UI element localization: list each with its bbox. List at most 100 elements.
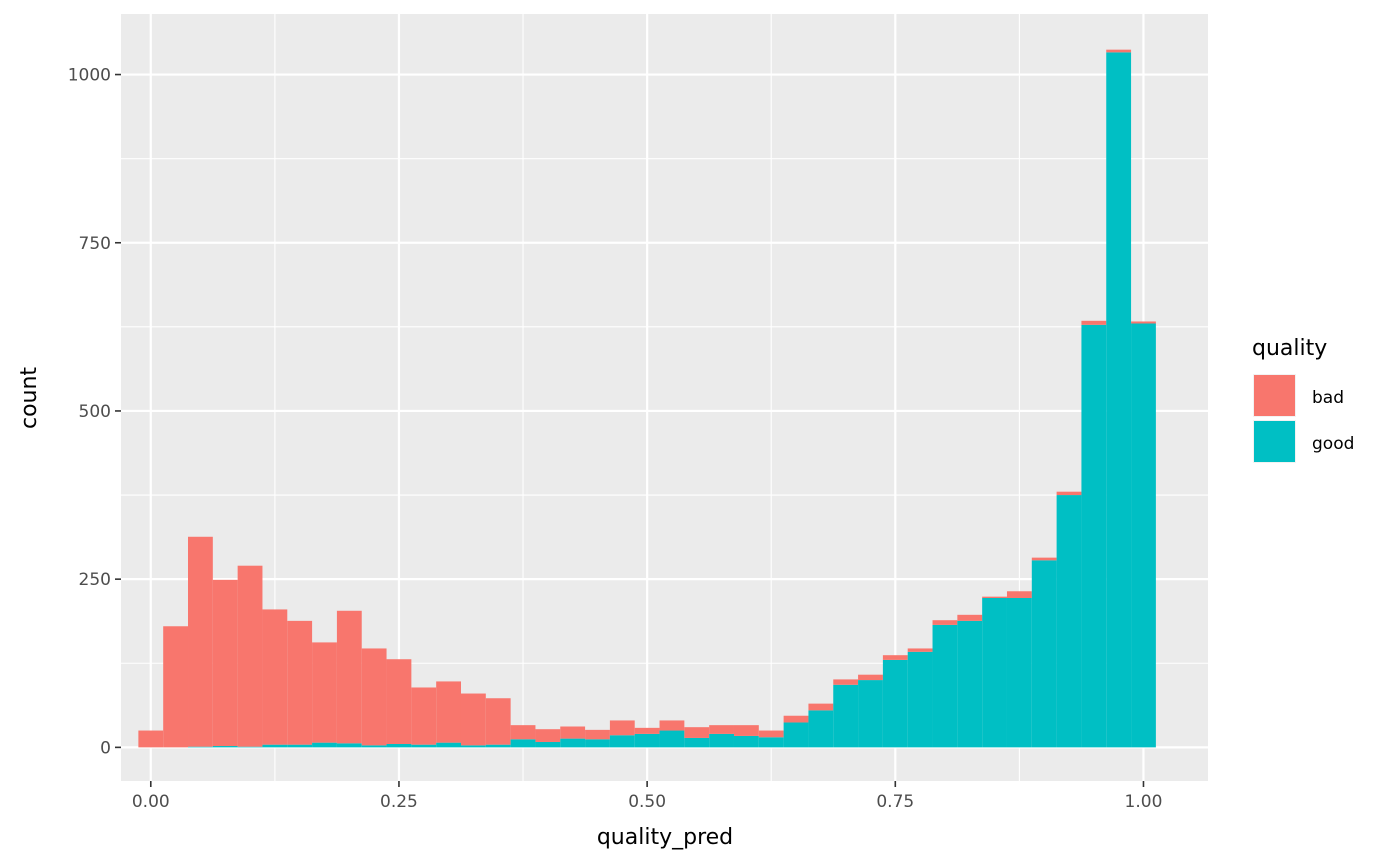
bar-good [609, 735, 635, 748]
bar-bad [361, 648, 387, 746]
y-axis-title: count [17, 367, 42, 429]
bar-good [485, 744, 511, 748]
bar-good [411, 744, 437, 748]
bar-good [460, 745, 486, 748]
bar-bad [336, 610, 362, 744]
legend: quality bad good [1252, 336, 1354, 463]
bar-bad [1006, 591, 1032, 598]
bar-bad [560, 726, 586, 739]
bar-bad [411, 687, 437, 745]
bar-good [858, 680, 883, 748]
bar-bad [436, 681, 461, 743]
bar-good [1106, 52, 1132, 748]
legend-key-bad [1254, 375, 1295, 416]
bar-good [287, 744, 313, 748]
bar-bad [535, 729, 561, 742]
bar-good [1131, 323, 1156, 748]
bar-good [932, 624, 958, 748]
legend-key-good [1254, 421, 1295, 462]
bar-good [535, 741, 561, 748]
bar-good [833, 684, 859, 748]
y-tick-label: 1000 [68, 66, 111, 86]
legend-title: quality [1252, 336, 1327, 361]
bar-good [907, 651, 933, 748]
bar-bad [262, 609, 288, 745]
bar-good [808, 710, 834, 748]
bar-good [560, 738, 586, 748]
bar-good [585, 739, 610, 748]
minor-gridlines [121, 14, 1208, 781]
bar-good [882, 659, 908, 748]
bar-good [336, 743, 362, 748]
x-axis-title: quality_pred [597, 825, 733, 850]
bar-bad [312, 642, 337, 743]
y-tick-label: 500 [79, 402, 111, 422]
bar-bad [237, 565, 263, 747]
bar-good [510, 739, 536, 748]
bar-bad [783, 715, 809, 723]
bar-bad [460, 693, 486, 746]
x-axis-tick-labels: 0.00 0.25 0.50 0.75 1.00 [132, 792, 1163, 812]
bar-bad [808, 703, 834, 711]
bar-bad [510, 725, 536, 740]
bar-good [957, 620, 983, 748]
bar-good [1081, 324, 1107, 748]
y-tick-label: 750 [79, 234, 111, 254]
bar-bad [287, 620, 313, 745]
bar-bad [684, 727, 710, 738]
bar-bad [485, 698, 511, 745]
bar-good [436, 742, 461, 748]
bar-good [312, 742, 337, 748]
bar-bad [932, 620, 958, 625]
bar-bad [163, 626, 189, 748]
bar-good [212, 746, 238, 748]
x-tick-label: 0.75 [876, 792, 914, 812]
bar-bad [858, 674, 883, 681]
bar-bad [138, 730, 164, 748]
bar-bad [212, 579, 238, 747]
bar-bad [833, 679, 859, 685]
bar-good [709, 733, 734, 748]
bar-good [758, 737, 784, 748]
bar-good [1031, 560, 1057, 748]
bar-good [237, 746, 263, 748]
bar-good [733, 735, 759, 748]
bar-bad [957, 614, 983, 621]
bar-bad [733, 725, 759, 736]
bar-good [1056, 495, 1082, 748]
bar-good [684, 737, 710, 748]
x-tick-label: 0.25 [380, 792, 418, 812]
y-axis-tick-labels: 0 250 500 750 1000 [68, 66, 111, 759]
legend-label-bad: bad [1312, 388, 1344, 408]
x-tick-label: 0.50 [628, 792, 666, 812]
bar-bad [758, 730, 784, 738]
bar-bad [1056, 491, 1082, 496]
bar-bad [709, 725, 734, 734]
bar-good [659, 730, 685, 748]
axis-ticks [115, 73, 1145, 787]
legend-label-good: good [1312, 434, 1354, 454]
bar-bad [1131, 321, 1156, 324]
bar-bad [386, 659, 412, 744]
bar-bad [982, 596, 1007, 598]
bar-good [262, 744, 288, 748]
bar-bad [634, 727, 660, 734]
bar-good [361, 745, 387, 748]
bar-good [386, 743, 412, 748]
bars [138, 49, 1156, 748]
y-tick-label: 0 [100, 738, 111, 758]
bar-good [783, 722, 809, 748]
bar-good [188, 746, 213, 748]
bar-bad [1031, 557, 1057, 561]
bar-bad [882, 655, 908, 660]
bar-bad [609, 720, 635, 736]
x-tick-label: 1.00 [1125, 792, 1163, 812]
bar-bad [659, 720, 685, 731]
bar-good [1006, 597, 1032, 748]
x-tick-label: 0.00 [132, 792, 170, 812]
bar-bad [1081, 320, 1107, 325]
bar-bad [188, 536, 213, 747]
bar-bad [585, 729, 610, 740]
bar-bad [907, 648, 933, 652]
